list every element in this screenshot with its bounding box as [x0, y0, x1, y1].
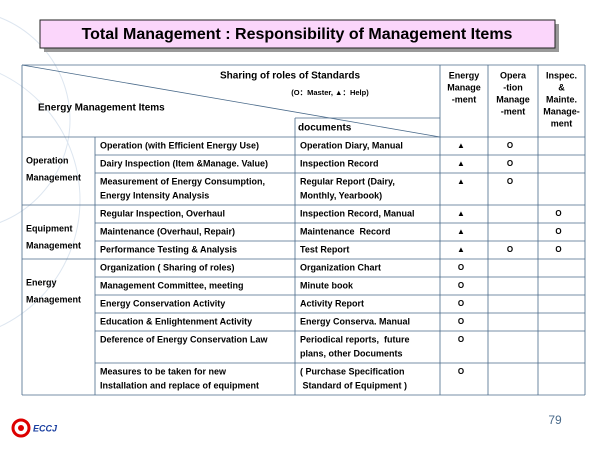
role-mark: O [507, 245, 513, 254]
group-label: Equipment [26, 223, 73, 233]
page-number: 79 [548, 413, 562, 427]
item: Dairy Inspection (Item &Manage. Value) [100, 158, 268, 168]
document: Operation Diary, Manual [300, 140, 403, 150]
role-mark: O [458, 317, 464, 326]
column-header: Manage- [543, 106, 580, 116]
item: Measures to be taken for new [100, 366, 227, 376]
column-header: ment [551, 118, 573, 128]
document: Activity Report [300, 298, 364, 308]
item: Maintenance (Overhaul, Repair) [100, 226, 235, 236]
column-header: Mainte. [546, 94, 577, 104]
item: Installation and replace of equipment [100, 380, 259, 390]
group-label: Management [26, 240, 81, 250]
document: Periodical reports, future [300, 334, 410, 344]
header-text: Sharing of roles of Standards [220, 71, 360, 82]
document: Monthly, Yearbook) [300, 190, 382, 200]
cell-border [21, 64, 441, 138]
document: Inspection Record, Manual [300, 208, 415, 218]
group-label: Energy [26, 277, 57, 287]
group-label: Management [26, 172, 81, 182]
role-mark: ▲ [457, 245, 465, 254]
column-header: Manage [496, 94, 530, 104]
role-mark: O [507, 177, 513, 186]
item: Measurement of Energy Consumption, [100, 176, 265, 186]
role-mark: O [458, 367, 464, 376]
column-header: -ment [501, 106, 526, 116]
document: Test Report [300, 244, 349, 254]
role-mark: O [507, 141, 513, 150]
document: Minute book [300, 280, 354, 290]
role-mark: O [555, 227, 561, 236]
item: Energy Conservation Activity [100, 298, 225, 308]
item: Energy Intensity Analysis [100, 190, 209, 200]
role-mark: ▲ [457, 227, 465, 236]
logo-mark [18, 425, 24, 431]
role-mark: ▲ [457, 177, 465, 186]
header-text: documents [298, 123, 352, 134]
role-mark: O [555, 209, 561, 218]
decoration [0, 73, 81, 327]
document: plans, other Documents [300, 348, 403, 358]
group-label: Operation [26, 155, 69, 165]
role-mark: O [507, 159, 513, 168]
document: Inspection Record [300, 158, 379, 168]
column-header: -ment [452, 94, 477, 104]
role-mark: ▲ [457, 141, 465, 150]
role-mark: O [555, 245, 561, 254]
logo-text: ECCJ [33, 423, 58, 433]
group-label: Management [26, 294, 81, 304]
item: Education & Enlightenment Activity [100, 316, 252, 326]
role-mark: ▲ [457, 209, 465, 218]
item: Performance Testing & Analysis [100, 244, 237, 254]
decoration [0, 17, 71, 223]
document: Organization Chart [300, 262, 381, 272]
document: ( Purchase Specification [300, 366, 405, 376]
column-header: -tion [503, 82, 523, 92]
column-header: Inspec. [546, 70, 577, 80]
header-text: Energy Management Items [38, 103, 165, 114]
item: Operation (with Efficient Energy Use) [100, 140, 259, 150]
role-mark: O [458, 263, 464, 272]
column-header: & [558, 82, 565, 92]
title: Total Management : Responsibility of Man… [82, 26, 513, 43]
role-mark: ▲ [457, 159, 465, 168]
header-text: (O：Master, ▲：Help) [291, 88, 369, 97]
item: Management Committee, meeting [100, 280, 244, 290]
item: Organization ( Sharing of roles) [100, 262, 235, 272]
document: Energy Conserva. Manual [300, 316, 410, 326]
item: Regular Inspection, Overhaul [100, 208, 225, 218]
logo-mark [11, 418, 31, 438]
item: Deference of Energy Conservation Law [100, 334, 269, 344]
role-mark: O [458, 299, 464, 308]
document: Standard of Equipment ) [300, 380, 407, 390]
column-header: Manage [447, 82, 481, 92]
document: Regular Report (Dairy, [300, 176, 395, 186]
title-box [39, 19, 556, 49]
document: Maintenance Record [300, 226, 391, 236]
column-header: Opera [500, 70, 527, 80]
role-mark: O [458, 281, 464, 290]
column-header: Energy [449, 70, 480, 80]
role-mark: O [458, 335, 464, 344]
